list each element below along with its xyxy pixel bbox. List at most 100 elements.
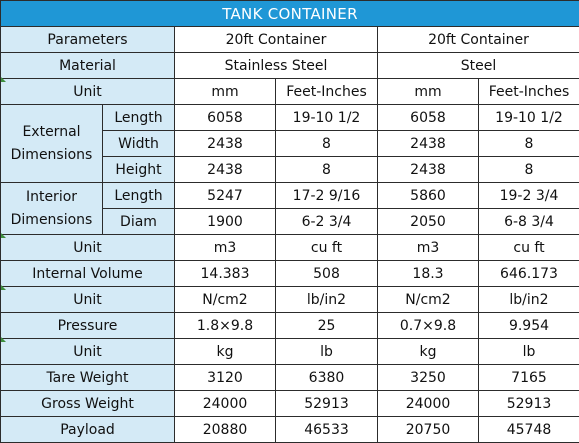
material-b: Steel [377,52,579,79]
corner-marker [1,77,6,82]
interior-diam-b-mm: 2050 [377,208,479,235]
tare-weight-label: Tare Weight [0,364,175,391]
interior-length-row: Interior Dimensions Length 5247 17-2 9/1… [0,182,579,235]
external-length-a-mm: 6058 [174,104,276,131]
interior-length-b-mm: 5860 [377,182,479,209]
payload-b1: 20750 [377,416,479,443]
pressure-unit-a2: lb/in2 [275,286,378,313]
material-a: Stainless Steel [174,52,378,79]
external-length-row: External Dimensions Length 6058 19-10 1/… [0,104,579,183]
title-row: TANK CONTAINER [0,0,579,27]
tare-weight-row: Tare Weight 3120 6380 3250 7165 [0,364,579,391]
internal-volume-a2: 508 [275,260,378,287]
tare-weight-a1: 3120 [174,364,276,391]
pressure-unit-b1: N/cm2 [377,286,479,313]
payload-b2: 45748 [478,416,579,443]
external-width-row: Width 2438 8 2438 8 [1,130,579,157]
gross-weight-label: Gross Weight [0,390,175,417]
container-a-header: 20ft Container [174,26,378,53]
volume-unit-b2: cu ft [478,234,579,261]
interior-length-b-ft: 19-2 3/4 [478,182,579,209]
external-height-row: Height 2438 8 2438 8 [1,156,579,183]
weight-unit-label: Unit [0,338,175,365]
external-width-b-mm: 2438 [377,130,479,157]
pressure-b1: 0.7×9.8 [377,312,479,339]
interior-diam-a-mm: 1900 [174,208,276,235]
payload-row: Payload 20880 46533 20750 45748 [0,416,579,443]
interior-length-a-mm: 5247 [174,182,276,209]
pressure-a1: 1.8×9.8 [174,312,276,339]
pressure-unit-row: Unit N/cm2 lb/in2 N/cm2 lb/in2 [0,286,579,313]
pressure-label: Pressure [0,312,175,339]
external-dimensions-label: External Dimensions [0,104,103,183]
container-b-header: 20ft Container [377,26,579,53]
interior-diam-label: Diam [102,208,175,235]
payload-a1: 20880 [174,416,276,443]
interior-length-label: Length [102,182,175,209]
external-length-b-mm: 6058 [377,104,479,131]
dimension-unit-label: Unit [0,78,175,105]
internal-volume-row: Internal Volume 14.383 508 18.3 646.173 [0,260,579,287]
tare-weight-a2: 6380 [275,364,378,391]
external-height-label: Height [102,156,175,183]
interior-dimensions-label: Interior Dimensions [0,182,103,235]
dimension-unit-b-ft: Feet-Inches [478,78,579,105]
dimension-unit-b-mm: mm [377,78,479,105]
gross-weight-b1: 24000 [377,390,479,417]
gross-weight-a2: 52913 [275,390,378,417]
weight-unit-b1: kg [377,338,479,365]
external-height-b-ft: 8 [478,156,579,183]
weight-unit-a2: lb [275,338,378,365]
internal-volume-b2: 646.173 [478,260,579,287]
corner-marker [1,337,6,342]
header-row: Parameters 20ft Container 20ft Container [0,26,579,53]
corner-marker [1,233,6,238]
pressure-a2: 25 [275,312,378,339]
weight-unit-row: Unit kg lb kg lb [0,338,579,365]
dimension-unit-a-mm: mm [174,78,276,105]
volume-unit-a1: m3 [174,234,276,261]
corner-marker [1,285,6,290]
dimension-unit-a-ft: Feet-Inches [275,78,378,105]
pressure-b2: 9.954 [478,312,579,339]
gross-weight-a1: 24000 [174,390,276,417]
interior-length-a-ft: 17-2 9/16 [275,182,378,209]
material-row: Material Stainless Steel Steel [0,52,579,79]
interior-diam-b-ft: 6-8 3/4 [478,208,579,235]
pressure-row: Pressure 1.8×9.8 25 0.7×9.8 9.954 [0,312,579,339]
pressure-unit-a1: N/cm2 [174,286,276,313]
payload-a2: 46533 [275,416,378,443]
volume-unit-b1: m3 [377,234,479,261]
dimension-unit-row: Unit mm Feet-Inches mm Feet-Inches [0,78,579,105]
pressure-unit-label: Unit [0,286,175,313]
external-length-label: Length [102,104,175,131]
internal-volume-b1: 18.3 [377,260,479,287]
external-width-a-mm: 2438 [174,130,276,157]
tare-weight-b1: 3250 [377,364,479,391]
external-width-label: Width [102,130,175,157]
gross-weight-b2: 52913 [478,390,579,417]
external-width-a-ft: 8 [275,130,378,157]
parameters-header: Parameters [0,26,175,53]
material-label: Material [0,52,175,79]
internal-volume-a1: 14.383 [174,260,276,287]
interior-diam-row: Diam 1900 6-2 3/4 2050 6-8 3/4 [1,208,579,235]
weight-unit-b2: lb [478,338,579,365]
external-length-b-ft: 19-10 1/2 [478,104,579,131]
external-height-a-mm: 2438 [174,156,276,183]
interior-diam-a-ft: 6-2 3/4 [275,208,378,235]
gross-weight-row: Gross Weight 24000 52913 24000 52913 [0,390,579,417]
external-length-a-ft: 19-10 1/2 [275,104,378,131]
volume-unit-label: Unit [0,234,175,261]
volume-unit-row: Unit m3 cu ft m3 cu ft [0,234,579,261]
payload-label: Payload [0,416,175,443]
table-title: TANK CONTAINER [0,0,579,27]
volume-unit-a2: cu ft [275,234,378,261]
tare-weight-b2: 7165 [478,364,579,391]
external-width-b-ft: 8 [478,130,579,157]
pressure-unit-b2: lb/in2 [478,286,579,313]
external-height-b-mm: 2438 [377,156,479,183]
weight-unit-a1: kg [174,338,276,365]
